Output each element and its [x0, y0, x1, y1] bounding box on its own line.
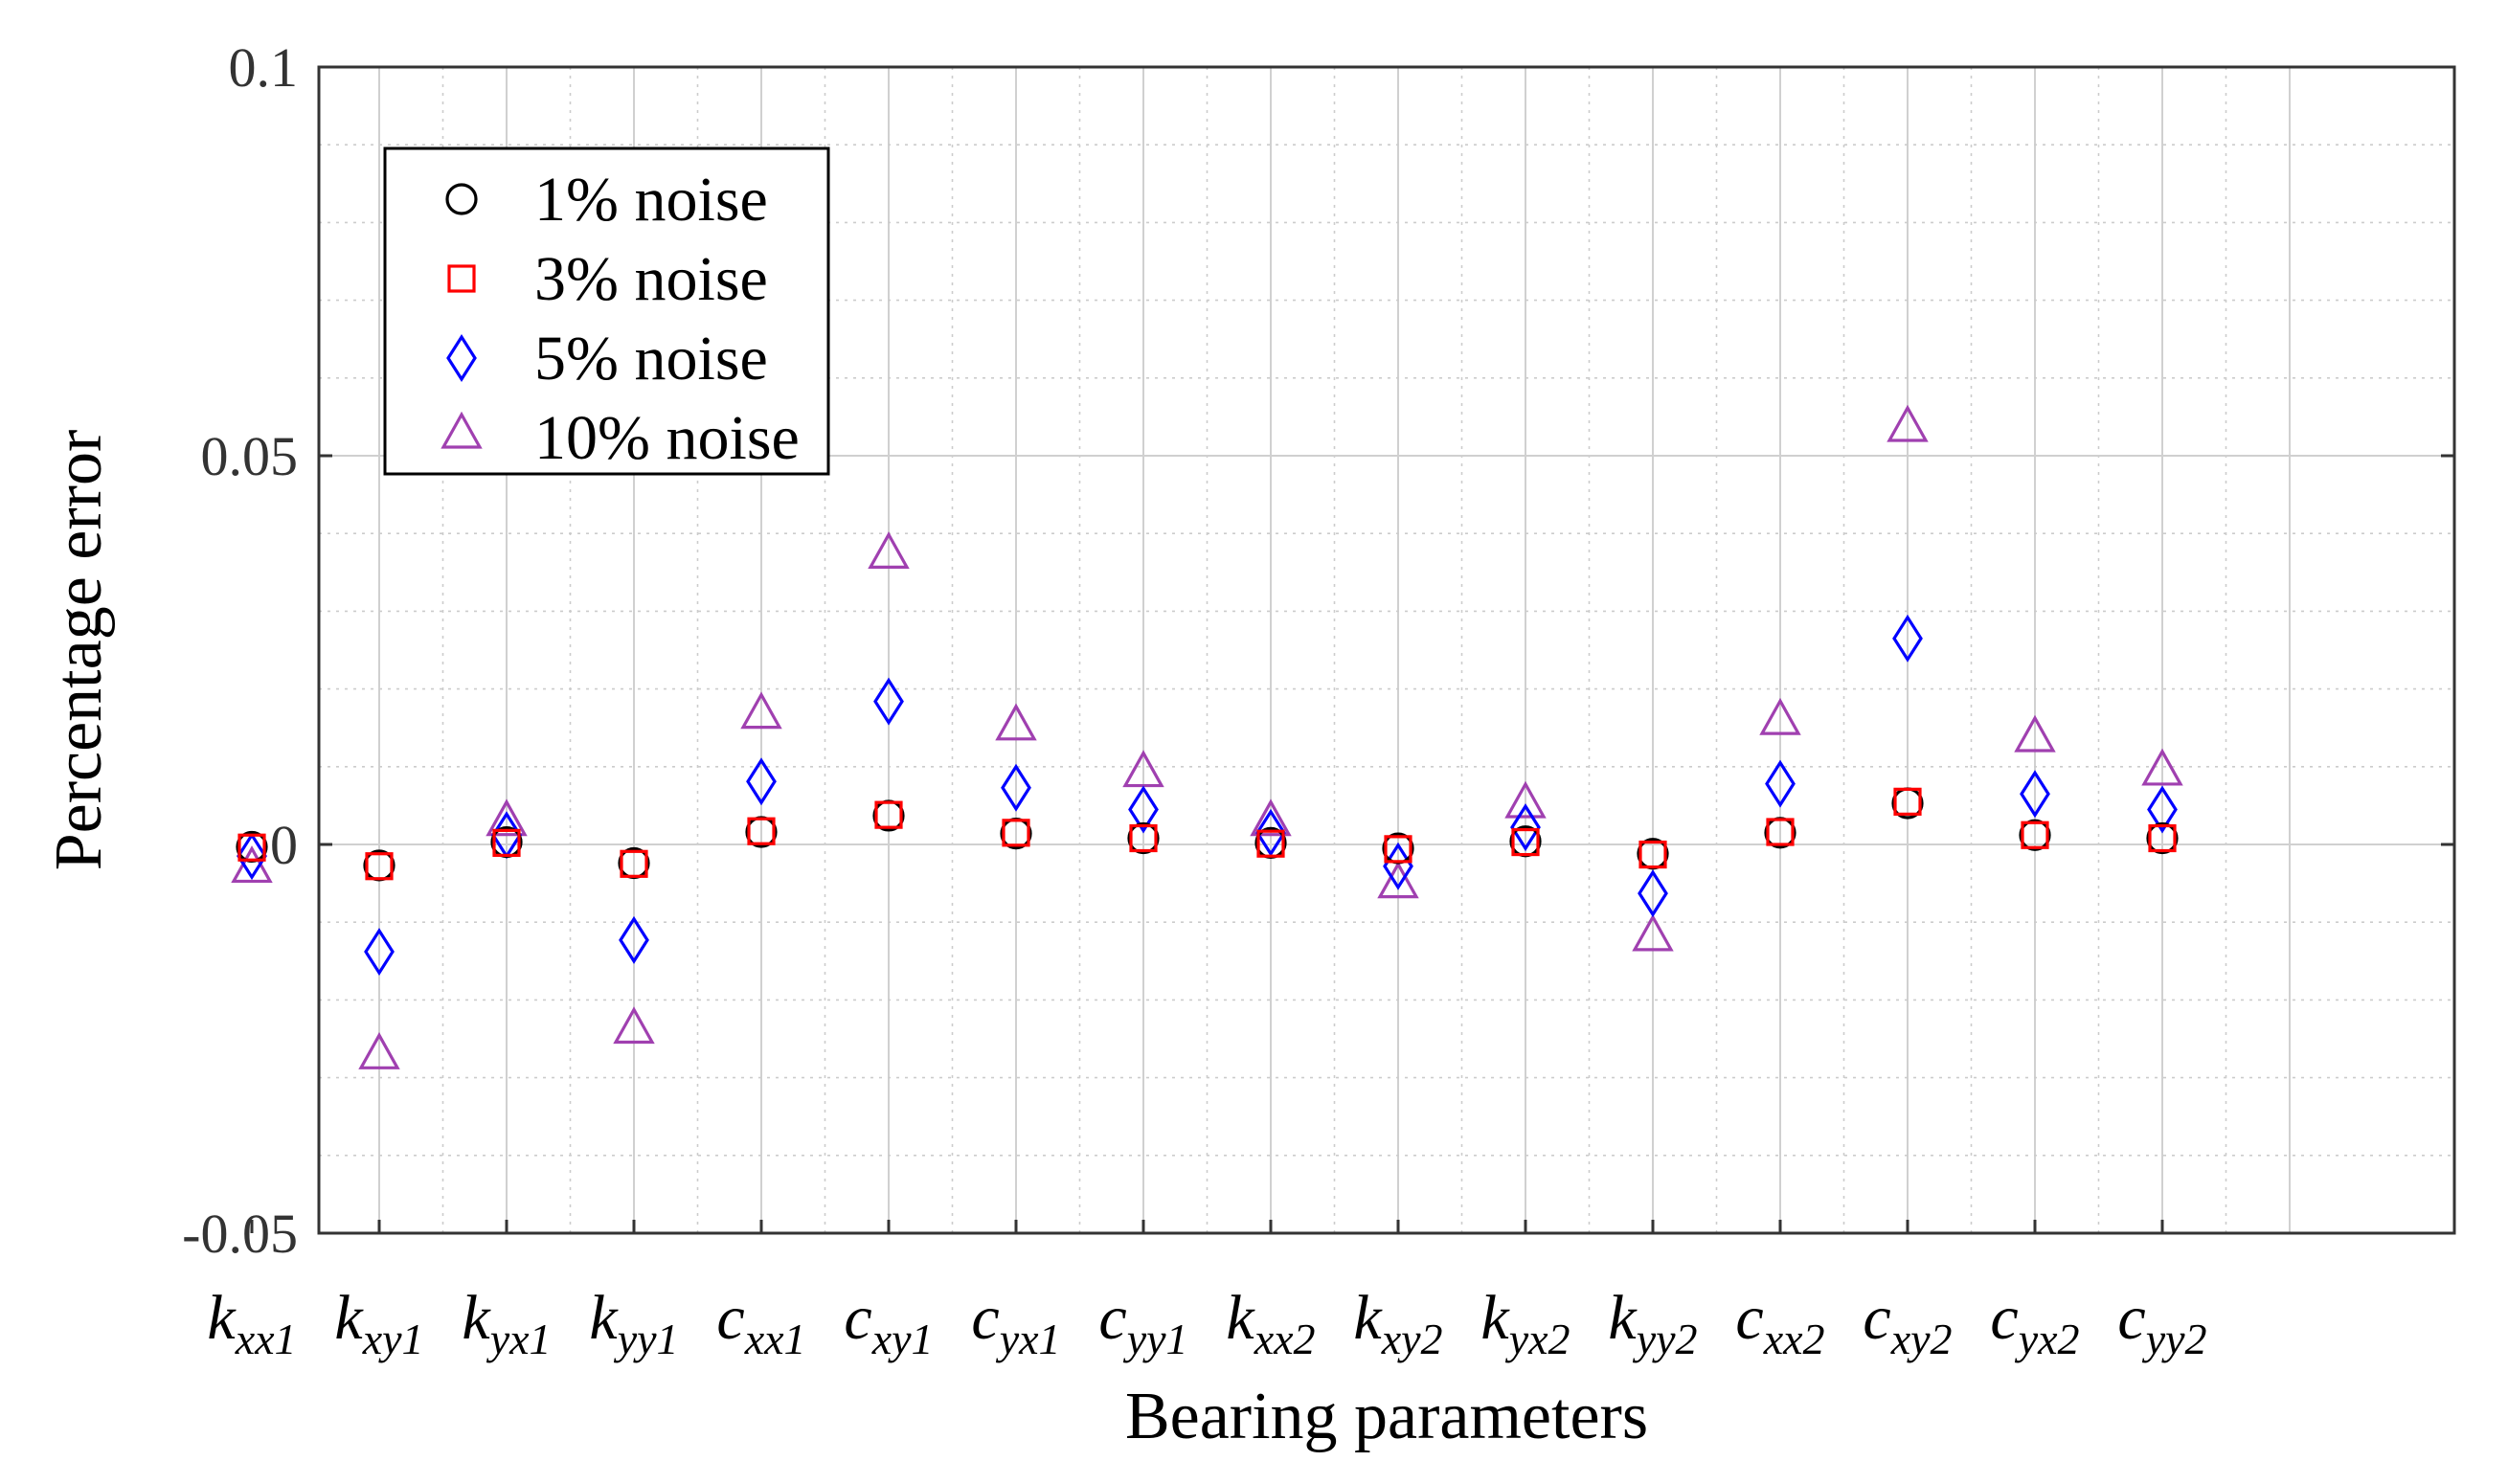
data-point-diamond [873, 677, 904, 726]
x-tick-label: kxx1 [207, 1283, 296, 1363]
data-point-triangle [613, 1006, 655, 1045]
data-point-triangle [740, 691, 782, 730]
x-tick-label: cyy1 [1098, 1283, 1187, 1363]
x-axis-categories: kxx1 kxy1 kyx1 kyy1 cxx1 cxy1 cyx1 cyy1 kxx2 kxy2… [207, 1220, 2207, 1363]
x-tick-label: kxy2 [1353, 1283, 1442, 1363]
data-point-square [1002, 819, 1030, 847]
legend-label: 10% noise [534, 403, 800, 473]
x-tick-label: cxx2 [1735, 1283, 1824, 1363]
x-tick-label: kxy1 [334, 1283, 423, 1363]
data-point-square [237, 833, 266, 862]
data-point-diamond [1638, 869, 1668, 918]
data-point-diamond [2020, 770, 2050, 819]
y-tick-label: 0.1 [229, 36, 299, 99]
legend-marker-diamond [446, 334, 477, 382]
data-point-diamond [2147, 785, 2178, 834]
x-tick-label: cyx1 [971, 1283, 1060, 1363]
data-point-diamond [364, 928, 395, 977]
data-point-diamond [1892, 614, 1923, 663]
data-point-triangle [2014, 714, 2056, 753]
data-point-triangle [1759, 697, 1801, 735]
x-tick-label: cxy2 [1863, 1283, 1952, 1363]
data-point-triangle [2141, 748, 2183, 786]
data-point-square [874, 800, 903, 829]
data-point-square [1256, 829, 1285, 858]
y-tick-label: 0 [270, 814, 298, 876]
data-point-triangle [1632, 913, 1674, 952]
data-point-square [1511, 827, 1540, 857]
data-point-square [1893, 787, 1922, 816]
data-point-diamond [1255, 808, 1286, 857]
legend-marker-square [447, 264, 476, 293]
data-point-triangle [358, 1032, 400, 1069]
data-point-triangle [995, 703, 1037, 741]
x-tick-label: kyy2 [1608, 1283, 1697, 1363]
legend-label: 1% noise [534, 165, 768, 235]
legend-item: 1% noise [445, 165, 768, 235]
legend-item: 5% noise [446, 324, 768, 393]
x-tick-label: cxy1 [844, 1283, 933, 1363]
x-tick-label: cxx1 [716, 1283, 805, 1363]
y-tick-label: 0.05 [201, 425, 299, 487]
y-axis-title: Percentage error [42, 430, 116, 871]
legend-item: 3% noise [447, 244, 768, 314]
data-point-diamond [237, 832, 267, 881]
x-tick-label: kyy1 [589, 1283, 678, 1363]
data-point-triangle [868, 531, 910, 569]
x-tick-label: kyx1 [462, 1283, 551, 1363]
data-point-diamond [1765, 759, 1796, 808]
data-point-triangle [1377, 861, 1419, 899]
data-point-square [1129, 823, 1158, 853]
data-point-circle [1127, 821, 1160, 855]
legend-marker-triangle [441, 411, 483, 449]
data-point-square [1638, 840, 1667, 869]
data-point-square [620, 849, 648, 878]
x-tick-label: cyx2 [1990, 1283, 2079, 1363]
data-point-diamond [1001, 763, 1031, 812]
data-point-triangle [486, 798, 528, 837]
legend-marker-circle [445, 183, 478, 215]
data-point-triangle [1504, 780, 1547, 819]
x-axis-title: Bearing parameters [1125, 1380, 1648, 1453]
legend: 1% noise 3% noise 5% noise 10% noise [383, 146, 830, 476]
data-point-square [2148, 823, 2177, 853]
data-point-diamond [746, 757, 777, 806]
y-tick-label: -0.05 [182, 1203, 298, 1265]
legend-item: 10% noise [441, 403, 800, 473]
data-point-circle [2019, 819, 2051, 851]
legend-label: 5% noise [534, 324, 768, 393]
data-point-diamond [1510, 803, 1541, 852]
x-tick-label: kyx2 [1480, 1283, 1570, 1363]
data-point-square [1384, 835, 1412, 864]
legend-label: 3% noise [534, 244, 768, 314]
data-point-square [492, 828, 521, 857]
x-tick-label: kxx2 [1226, 1283, 1315, 1363]
data-point-square [1766, 818, 1795, 846]
data-point-diamond [619, 915, 649, 964]
data-point-square [365, 852, 394, 881]
plot-frame [317, 65, 2456, 1235]
data-point-diamond [1128, 785, 1159, 834]
x-tick-label: cyy2 [2117, 1283, 2206, 1363]
data-point-circle [2146, 821, 2179, 855]
data-point-square [2021, 821, 2049, 849]
data-point-triangle [1250, 798, 1292, 837]
data-point-triangle [1887, 404, 1929, 442]
data-points [231, 404, 2183, 1069]
data-point-square [747, 817, 776, 845]
